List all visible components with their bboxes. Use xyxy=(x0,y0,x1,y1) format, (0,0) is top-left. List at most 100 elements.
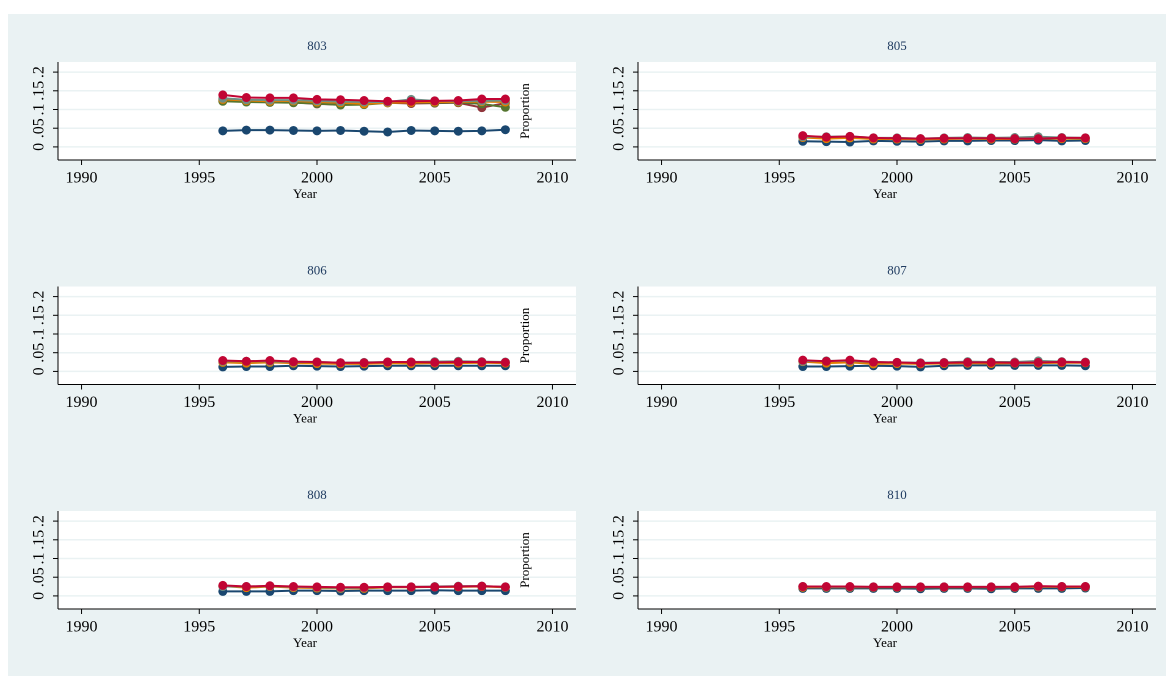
panel-title: 808 xyxy=(307,487,327,502)
data-point xyxy=(798,131,807,140)
y-tick-label: .15 xyxy=(611,81,628,101)
x-tick-label: 1995 xyxy=(763,394,795,411)
data-point xyxy=(1081,133,1090,142)
data-point xyxy=(383,97,392,106)
x-tick-label: 1995 xyxy=(183,394,215,411)
data-point xyxy=(477,95,486,104)
y-tick-label: 0 xyxy=(611,143,628,151)
data-point xyxy=(454,96,463,105)
data-point xyxy=(360,358,369,367)
data-point xyxy=(289,93,298,102)
data-point xyxy=(265,126,274,135)
data-point xyxy=(1034,358,1043,367)
panel-title: 803 xyxy=(307,38,327,53)
data-point xyxy=(822,133,831,142)
data-point xyxy=(218,90,227,99)
panel-title: 807 xyxy=(887,262,907,277)
data-point xyxy=(916,359,925,368)
data-point xyxy=(916,134,925,143)
data-point xyxy=(430,582,439,591)
data-point xyxy=(407,126,416,135)
data-point xyxy=(963,582,972,591)
y-tick-label: .15 xyxy=(31,530,48,550)
x-tick-label: 2005 xyxy=(999,619,1031,636)
y-tick-label: 0 xyxy=(611,592,628,600)
y-tick-label: .15 xyxy=(611,305,628,325)
data-point xyxy=(454,358,463,367)
y-axis-title: Proportion xyxy=(517,83,532,139)
y-tick-label: .15 xyxy=(611,530,628,550)
y-tick-label: .15 xyxy=(31,81,48,101)
data-point xyxy=(1034,582,1043,591)
x-axis-title: Year xyxy=(873,635,898,650)
data-point xyxy=(822,357,831,366)
data-point xyxy=(454,127,463,136)
y-tick-label: 0 xyxy=(31,592,48,600)
x-tick-label: 2005 xyxy=(999,394,1031,411)
x-tick-label: 1995 xyxy=(183,170,215,187)
x-tick-label: 2010 xyxy=(1116,394,1148,411)
data-point xyxy=(313,358,322,367)
data-point xyxy=(242,93,251,102)
x-tick-label: 2000 xyxy=(301,619,333,636)
data-point xyxy=(407,358,416,367)
y-tick-label: .2 xyxy=(31,291,48,303)
data-point xyxy=(477,358,486,367)
y-tick-label: .05 xyxy=(611,343,628,363)
x-tick-label: 2005 xyxy=(419,170,451,187)
data-point xyxy=(1057,582,1066,591)
data-point xyxy=(430,126,439,135)
x-tick-label: 1990 xyxy=(66,619,98,636)
y-axis-title: Proportion xyxy=(517,307,532,363)
data-point xyxy=(1010,582,1019,591)
data-point xyxy=(242,126,251,135)
data-point xyxy=(893,134,902,143)
data-point xyxy=(501,95,510,104)
data-point xyxy=(383,358,392,367)
x-tick-label: 2010 xyxy=(536,170,568,187)
data-point xyxy=(313,95,322,104)
data-point xyxy=(265,93,274,102)
panel-title: 806 xyxy=(307,262,327,277)
y-tick-label: 0 xyxy=(31,367,48,375)
data-point xyxy=(501,582,510,591)
x-tick-label: 1990 xyxy=(646,394,678,411)
data-point xyxy=(242,357,251,366)
data-point xyxy=(289,582,298,591)
data-point xyxy=(218,356,227,365)
data-point xyxy=(218,126,227,135)
x-tick-label: 1995 xyxy=(763,170,795,187)
data-point xyxy=(289,357,298,366)
y-tick-label: .1 xyxy=(611,553,628,565)
data-point xyxy=(1010,134,1019,143)
data-point xyxy=(360,96,369,105)
data-point xyxy=(1081,582,1090,591)
plot-area xyxy=(638,511,1156,609)
x-tick-label: 1995 xyxy=(183,619,215,636)
data-point xyxy=(940,358,949,367)
data-point xyxy=(242,582,251,591)
x-tick-label: 2000 xyxy=(881,619,913,636)
data-point xyxy=(987,134,996,143)
data-point xyxy=(1081,358,1090,367)
data-point xyxy=(477,582,486,591)
x-tick-label: 2010 xyxy=(1116,619,1148,636)
y-tick-label: .1 xyxy=(611,328,628,340)
x-tick-label: 2000 xyxy=(301,170,333,187)
data-point xyxy=(916,582,925,591)
y-tick-label: .05 xyxy=(31,118,48,138)
data-point xyxy=(798,356,807,365)
y-tick-label: .1 xyxy=(31,553,48,565)
data-point xyxy=(940,134,949,143)
data-point xyxy=(313,126,322,135)
y-axis-title: Proportion xyxy=(517,532,532,588)
y-tick-label: .2 xyxy=(611,66,628,78)
data-point xyxy=(265,356,274,365)
x-tick-label: 2000 xyxy=(301,394,333,411)
data-point xyxy=(265,581,274,590)
data-point xyxy=(336,583,345,592)
data-point xyxy=(360,583,369,592)
data-point xyxy=(845,132,854,141)
data-point xyxy=(336,126,345,135)
